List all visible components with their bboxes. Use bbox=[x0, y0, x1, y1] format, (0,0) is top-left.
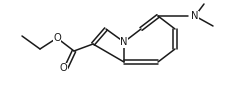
Text: O: O bbox=[53, 33, 61, 43]
Text: N: N bbox=[120, 37, 127, 47]
Text: N: N bbox=[190, 11, 198, 21]
Text: O: O bbox=[60, 63, 67, 73]
